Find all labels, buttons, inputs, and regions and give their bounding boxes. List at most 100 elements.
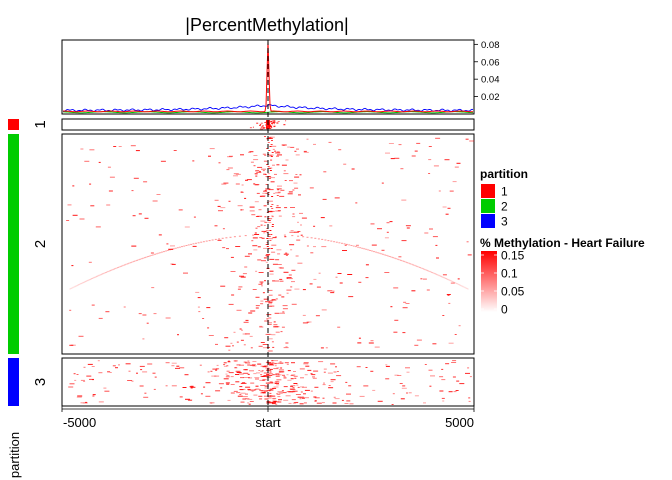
- heatmap-cell: [165, 385, 168, 387]
- heatmap-cell: [185, 245, 188, 246]
- heatmap-cell: [202, 318, 205, 319]
- heatmap-cell: [258, 345, 263, 347]
- heatmap-cell: [249, 206, 255, 208]
- heatmap-cell: [398, 256, 402, 258]
- heatmap-cell: [385, 378, 390, 380]
- heatmap-cell: [259, 379, 265, 381]
- heatmap-cell: [341, 242, 343, 244]
- heatmap-cell: [276, 155, 279, 157]
- heatmap-cell: [69, 344, 74, 346]
- heatmap-cell: [416, 142, 421, 144]
- heatmap-cell: [238, 286, 243, 288]
- heatmap-cell: [299, 368, 305, 370]
- heatmap-cell: [285, 120, 287, 122]
- heatmap-cell: [453, 391, 457, 393]
- heatmap-cell: [273, 360, 278, 362]
- heatmap-cell: [112, 365, 116, 367]
- heatmap-cell: [236, 364, 241, 366]
- heatmap-cell: [143, 396, 149, 398]
- heatmap-cell: [250, 310, 256, 312]
- heatmap-cell: [142, 257, 145, 259]
- heatmap-cell: [264, 320, 270, 322]
- heatmap-cell: [271, 145, 277, 147]
- heatmap-cell: [282, 392, 287, 394]
- heatmap-cell: [170, 248, 173, 250]
- heatmap-cell: [255, 175, 258, 177]
- heatmap-cell: [178, 209, 183, 211]
- heatmap-cell: [263, 247, 268, 249]
- heatmap-cell: [395, 258, 398, 260]
- heatmap-cell: [136, 372, 138, 374]
- heatmap-cell: [334, 398, 340, 400]
- heatmap-cell: [454, 334, 457, 335]
- heatmap-cell: [425, 269, 428, 271]
- heatmap-cell: [269, 273, 274, 275]
- heatmap-cell: [268, 220, 271, 221]
- heatmap-cell: [279, 362, 284, 364]
- heatmap-cell: [175, 367, 180, 369]
- heatmap-cell: [386, 231, 389, 233]
- heatmap-cell: [272, 237, 277, 239]
- heatmap-cell: [253, 394, 258, 396]
- partition-label-3: 3: [32, 378, 49, 386]
- heatmap-cell: [237, 395, 243, 397]
- heatmap-cell: [337, 326, 341, 328]
- heatmap-cell: [179, 396, 183, 398]
- heatmap-cell: [288, 278, 293, 280]
- heatmap-cell: [208, 335, 214, 336]
- heatmap-cell: [272, 280, 276, 282]
- heatmap-cell: [290, 146, 295, 148]
- heatmap-cell: [197, 297, 201, 299]
- heatmap-cell: [284, 362, 289, 364]
- heatmap-cell: [274, 401, 280, 403]
- partition-legend-title: partition: [480, 167, 528, 181]
- heatmap-cell: [441, 379, 446, 381]
- heatmap-cell: [442, 206, 447, 208]
- heatmap-cell: [412, 264, 414, 266]
- heatmap-cell: [258, 395, 263, 397]
- heatmap-cell: [261, 168, 266, 170]
- heatmap-cell: [467, 254, 472, 256]
- heatmap-cell: [329, 225, 333, 227]
- heatmap-cell: [271, 216, 274, 218]
- heatmap-cell: [174, 247, 177, 249]
- heatmap-cell: [452, 360, 457, 362]
- heatmap-cell: [273, 192, 276, 194]
- heatmap-cell: [291, 362, 295, 364]
- heatmap-cell: [271, 127, 273, 129]
- heatmap-cell: [108, 190, 113, 192]
- heatmap-cell: [469, 376, 472, 378]
- heatmap-cell: [405, 225, 411, 227]
- heatmap-cell: [271, 224, 274, 225]
- heatmap-cell: [208, 240, 211, 242]
- heatmap-cell: [197, 306, 200, 308]
- heatmap-cell: [296, 239, 301, 241]
- heatmap-cell: [277, 264, 282, 265]
- heatmap-cell: [267, 166, 270, 167]
- heatmap-cell: [465, 372, 470, 374]
- heatmap-cell: [220, 207, 226, 209]
- heatmap-cell: [256, 372, 260, 374]
- heatmap-cell: [274, 150, 277, 152]
- heatmap-cell: [276, 384, 280, 386]
- heatmap-cell: [270, 248, 273, 249]
- heatmap-cell: [230, 384, 235, 385]
- heatmap-cell: [247, 373, 250, 375]
- heatmap-cell: [267, 374, 273, 376]
- heatmap-cell: [260, 371, 264, 373]
- heatmap-cell: [185, 398, 190, 400]
- heatmap-cell: [69, 288, 72, 290]
- heatmap-cell: [466, 241, 469, 243]
- heatmap-cell: [268, 200, 273, 202]
- heatmap-cell: [324, 239, 327, 241]
- heatmap-cell: [463, 286, 466, 288]
- heatmap-cell: [312, 376, 315, 378]
- heatmap-cell: [358, 281, 362, 283]
- heatmap-cell: [286, 374, 289, 376]
- heatmap-cell: [233, 390, 238, 392]
- heatmap-cell: [271, 204, 274, 205]
- heatmap-cell: [215, 390, 221, 392]
- heatmap-cell: [285, 252, 288, 254]
- heatmap-cell: [306, 138, 309, 140]
- heatmap-cell: [105, 311, 110, 313]
